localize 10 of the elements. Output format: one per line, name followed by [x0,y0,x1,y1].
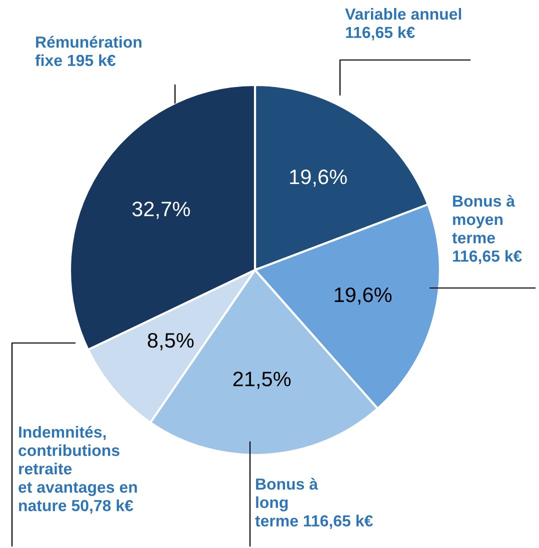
slice-label: Variable annuel 116,65 k€ [345,8,462,40]
slice-label: Rémunération fixe 195 k€ [35,36,142,66]
data-label: 32,7% [132,202,190,219]
slice-label: Indemnités, contributions retraite et avantages en nature 50,78 k€ [18,426,137,514]
data-label: 19,6% [290,169,347,187]
data-label: 21,5% [233,372,291,389]
data-label: 8,5% [148,332,194,350]
data-label: 19,6% [334,287,392,305]
slice-label: Bonus à moyen terme 116,65 k€ [452,194,522,264]
slice-label: Bonus à long terme 116,65 k€ [255,478,373,529]
